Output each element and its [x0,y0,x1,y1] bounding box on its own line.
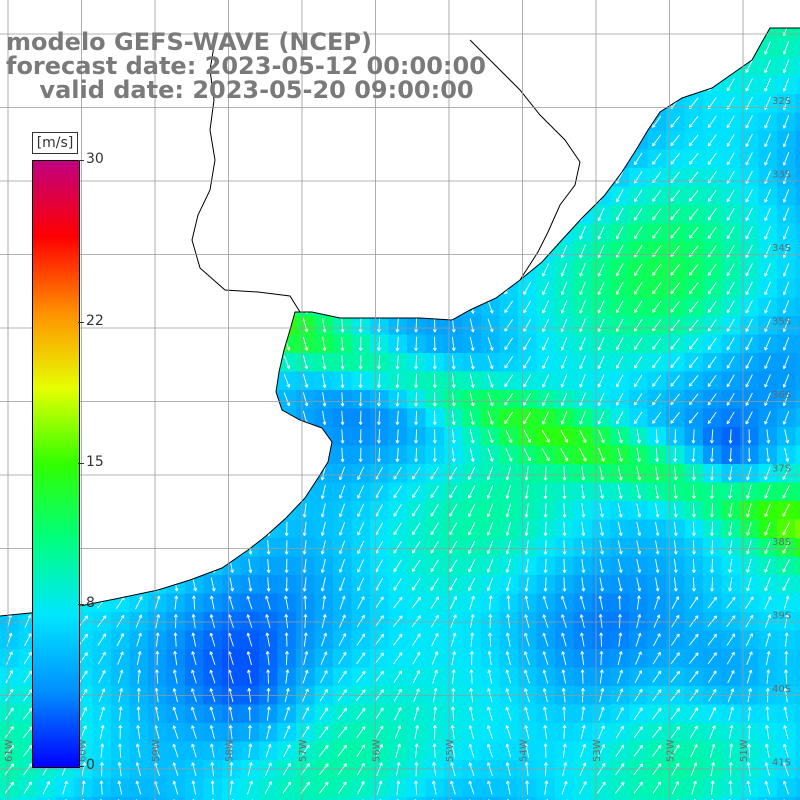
title-valid-date: valid date: 2023-05-20 09:00:00 [6,76,474,104]
wind-speed-cell [795,38,800,58]
longitude-label: 54W [519,739,530,762]
latitude-label: 37S [772,464,791,475]
wind-speed-cell [795,408,800,428]
colorbar-tick-label: 22 [86,312,104,329]
wind-speed-cell [795,445,800,465]
wind-speed-cell [795,741,800,761]
wind-speed-cell [795,519,800,539]
wind-speed-cell [795,704,800,724]
wind-speed-cell [795,482,800,502]
wind-speed-cell [795,94,800,114]
wind-speed-cell [795,538,800,558]
latitude-label: 41S [772,758,791,769]
wind-speed-cell [795,168,800,188]
wind-speed-cell [795,556,800,576]
wind-speed-cell [795,242,800,262]
wind-speed-cell [795,778,800,798]
wind-speed-cell [795,297,800,317]
latitude-label: 35S [772,317,791,328]
longitude-label: 55W [445,739,456,762]
colorbar-tick-label: 15 [86,454,104,470]
longitude-label: 59W [151,739,162,762]
wind-speed-cell [795,760,800,780]
wind-speed-cell [795,630,800,650]
colorbar-tick-label: 8 [86,595,95,612]
wind-speed-cell [795,260,800,280]
wind-speed-cell [795,279,800,299]
longitude-label: 56W [372,739,383,762]
longitude-label: 58W [225,739,236,762]
wind-speed-cell [795,131,800,151]
wind-speed-cell [795,186,800,206]
wind-speed-cell [795,75,800,95]
colorbar-tick-label: 0 [86,757,95,773]
title-model: modelo GEFS-WAVE (NCEP) [6,28,372,56]
colorbar-tick-mark [78,321,84,323]
wind-speed-cell [795,20,800,40]
longitude-label: 51W [739,739,750,762]
wind-speed-cell [795,223,800,243]
colorbar-tick-mark [78,766,84,767]
wind-speed-cell [795,612,800,632]
colorbar-tick-mark [78,463,84,464]
chart-title: modelo GEFS-WAVE (NCEP) forecast date: 2… [6,30,486,102]
wind-speed-cell [795,427,800,447]
colorbar-tick-label: 30 [86,151,104,167]
latitude-label: 39S [772,611,791,622]
wind-speed-cell [795,112,800,132]
wind-speed-cell [795,390,800,410]
latitude-label: 38S [772,537,791,548]
colorbar-tick-mark [78,160,84,161]
wind-speed-cell [795,371,800,391]
latitude-label: 40S [772,684,791,695]
wind-speed-cell [795,205,800,225]
wind-speed-cell [795,334,800,354]
title-forecast-date: forecast date: 2023-05-12 00:00:00 [6,52,486,80]
wind-speed-cell [795,464,800,484]
wind-speed-cell [795,501,800,521]
wind-speed-cell [795,593,800,613]
latitude-label: 33S [772,170,791,181]
longitude-label: 61W [4,739,15,762]
colorbar-tick-mark [78,604,84,606]
longitude-label: 52W [666,739,677,762]
latitude-label: 32S [772,96,791,107]
wind-speed-cell [795,575,800,595]
longitude-label: 57W [298,739,309,762]
wind-speed-cell [795,149,800,169]
wind-speed-cell [795,667,800,687]
wind-speed-cell [795,723,800,743]
colorbar-unit-label: [m/s] [32,132,78,154]
wind-speed-cell [795,649,800,669]
colorbar [32,160,80,768]
wind-speed-cell [795,316,800,336]
latitude-label: 34S [772,243,791,254]
wind-speed-cell [795,353,800,373]
longitude-label: 53W [592,739,603,762]
wind-speed-cell [795,57,800,77]
latitude-label: 36S [772,390,791,401]
